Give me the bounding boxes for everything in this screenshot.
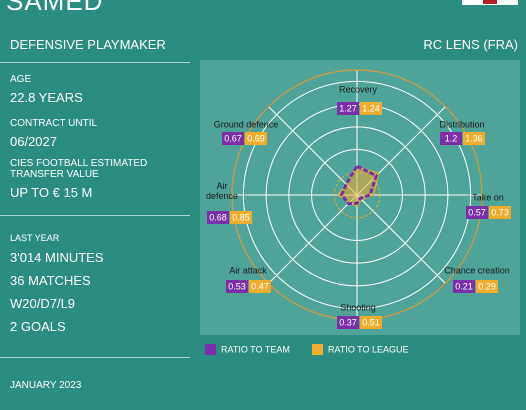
value-badge [337, 316, 359, 329]
axis-line [356, 194, 446, 284]
field-label: CONTRACT UNTIL [10, 118, 98, 129]
divider [0, 62, 190, 63]
axis-label: Shooting [340, 302, 376, 312]
field-value: 22.8 YEARS [10, 90, 83, 105]
value-label: 0.69 [247, 133, 265, 143]
value-label: 0.73 [491, 207, 509, 217]
legend-swatch [312, 344, 323, 355]
field-label: AGE [10, 74, 32, 85]
value-badge [476, 280, 498, 293]
axis-label: Take on [472, 192, 504, 202]
value-badge [453, 280, 475, 293]
value-badge [466, 206, 488, 219]
value-label: 1.27 [339, 103, 357, 113]
axis-line [268, 194, 358, 284]
axis-label: Distribution [439, 119, 484, 129]
grid-ring [288, 126, 426, 264]
player-name: SAMED [6, 0, 104, 16]
axis-line [268, 106, 358, 196]
value-label: 0.21 [455, 281, 473, 291]
value-label: 0.85 [232, 212, 250, 222]
value-label: 0.53 [228, 281, 246, 291]
value-label: 0.57 [468, 207, 486, 217]
value-label: 0.47 [251, 281, 269, 291]
grid-ring [242, 80, 472, 310]
value-badge [463, 132, 485, 145]
value-label: 0.67 [224, 133, 242, 143]
club: RC LENS (FRA) [423, 37, 518, 52]
divider [0, 215, 190, 216]
legend-label: RATIO TO TEAM [221, 344, 290, 354]
date: JANUARY 2023 [10, 380, 82, 391]
stat: 36 MATCHES [10, 273, 91, 288]
axis-label: Recovery [339, 84, 378, 94]
value-badge [440, 132, 462, 145]
value-label: 0.68 [209, 212, 227, 222]
section-label: LAST YEAR [10, 233, 60, 243]
field-label: CIES FOOTBALL ESTIMATED TRANSFER VALUE [10, 158, 148, 180]
value-badge [222, 132, 244, 145]
divider [0, 357, 190, 358]
field-value: UP TO € 15 M [10, 185, 93, 200]
legend-swatch [205, 344, 216, 355]
value-badge [230, 211, 252, 224]
axis-label: Chance creation [444, 265, 510, 275]
value-badge [249, 280, 271, 293]
value-badge [337, 102, 359, 115]
stat: W20/D7/L9 [10, 296, 76, 311]
value-badge [226, 280, 248, 293]
value-label: 0.51 [362, 317, 380, 327]
value-badge [245, 132, 267, 145]
legend-label: RATIO TO LEAGUE [328, 344, 409, 354]
club-logo [462, 0, 518, 5]
value-badge [360, 316, 382, 329]
radar-area [339, 164, 379, 206]
value-badge [489, 206, 511, 219]
value-label: 0.37 [339, 317, 357, 327]
value-label: 1.2 [445, 133, 458, 143]
value-badge [360, 102, 382, 115]
axis-label: Air defence [206, 181, 238, 201]
value-label: 0.29 [478, 281, 496, 291]
axis-label: Ground defence [214, 119, 279, 129]
value-label: 1.24 [362, 103, 380, 113]
stat: 2 GOALS [10, 319, 66, 334]
axis-label: Air attack [229, 265, 267, 275]
role: DEFENSIVE PLAYMAKER [10, 37, 166, 52]
value-badge [207, 211, 229, 224]
grid-ring [311, 149, 403, 241]
stat: 3'014 MINUTES [10, 250, 104, 265]
value-label: 1.36 [465, 133, 483, 143]
field-value: 06/2027 [10, 134, 57, 149]
